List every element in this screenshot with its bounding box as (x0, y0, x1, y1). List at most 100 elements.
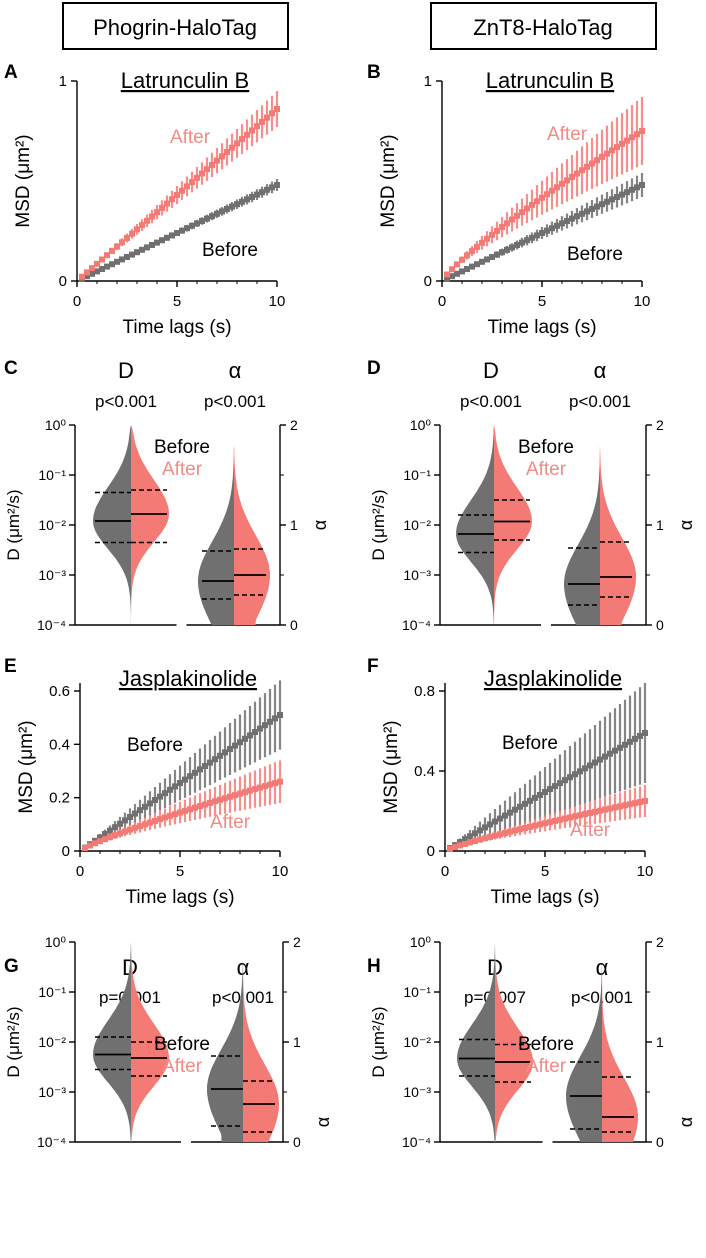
data-point (222, 795, 228, 802)
label-after: After (526, 1056, 567, 1077)
data-point (492, 818, 498, 825)
data-point (519, 209, 525, 216)
data-point (492, 832, 498, 839)
data-point (274, 106, 280, 112)
stat-label-alpha: α (229, 358, 242, 383)
data-point (204, 166, 210, 173)
data-point (469, 263, 475, 270)
left-axis-title: D (μm²/s) (4, 1006, 23, 1077)
left-tick-label: 10⁻¹ (403, 467, 431, 483)
data-point (632, 735, 638, 742)
panel-f: F Jasplakinolide 0 5 10 0 0.4 0.8 Time lags (s) M… (367, 656, 653, 908)
y-tick-label: 0 (427, 843, 435, 860)
data-point (482, 824, 488, 831)
data-point (234, 201, 240, 208)
data-point (602, 753, 608, 760)
data-point (259, 118, 265, 125)
data-point (589, 206, 595, 212)
violin-alpha-before (564, 445, 600, 625)
right-axis-title: α (676, 1117, 696, 1127)
data-point (634, 184, 640, 191)
stat-label-alpha: α (594, 358, 607, 383)
data-point (609, 147, 615, 154)
violin-d-before (457, 942, 495, 1142)
y-axis-title: MSD (μm²) (378, 134, 399, 227)
left-tick-label: 10⁻⁴ (37, 617, 66, 633)
data-point (82, 844, 88, 851)
data-point (532, 822, 538, 829)
data-point (627, 738, 633, 745)
data-point (599, 153, 605, 160)
data-point (519, 239, 525, 246)
data-point (162, 790, 168, 797)
series-after (447, 785, 648, 852)
data-point (622, 802, 628, 809)
data-point (157, 793, 163, 800)
data-point (247, 732, 253, 739)
data-point (274, 182, 280, 188)
y-tick-label: 0.4 (49, 736, 70, 753)
data-point (512, 806, 518, 813)
column-header-znt8: ZnT8-HaloTag (430, 2, 657, 50)
data-point (177, 809, 183, 816)
data-point (182, 807, 188, 814)
data-point (247, 787, 253, 794)
data-point (147, 800, 153, 807)
data-point (457, 842, 463, 849)
data-point (114, 258, 120, 265)
data-point (189, 179, 195, 186)
data-point (559, 180, 565, 187)
data-point (99, 256, 105, 263)
data-point (149, 242, 155, 248)
data-point (179, 187, 185, 194)
data-point (467, 839, 473, 846)
data-point (504, 220, 510, 227)
data-point (464, 252, 470, 259)
violin-alpha-before (566, 962, 602, 1142)
column-header-phogrin-text: Phogrin-HaloTag (93, 15, 257, 40)
violin-d-after (131, 425, 169, 625)
data-point (607, 750, 613, 757)
data-point (169, 196, 175, 203)
pvalue-alpha: p<0.001 (569, 392, 631, 411)
data-point (577, 768, 583, 775)
data-point (607, 805, 613, 812)
data-point (454, 270, 460, 277)
data-point (137, 823, 143, 830)
data-point (574, 213, 580, 220)
data-point (219, 208, 225, 215)
left-tick-label: 10⁻¹ (38, 984, 66, 1000)
data-point (212, 756, 218, 763)
data-point (94, 268, 100, 275)
violin-d-after (494, 425, 532, 625)
left-tick-label: 10⁻³ (403, 1084, 431, 1100)
data-point (84, 273, 90, 280)
data-point (152, 817, 158, 824)
data-point (254, 191, 260, 198)
data-point (464, 266, 470, 272)
right-tick-label: 0 (290, 617, 298, 633)
violin-d-after (495, 942, 533, 1142)
data-point (197, 766, 203, 773)
data-point (529, 201, 535, 208)
left-tick-label: 10⁻⁴ (402, 1134, 431, 1150)
data-point (172, 811, 178, 818)
data-point (529, 234, 535, 241)
data-point (79, 273, 85, 280)
panel-letter-c: C (4, 358, 18, 379)
data-point (579, 167, 585, 174)
data-point (237, 739, 243, 746)
data-point (522, 825, 528, 832)
data-point (527, 797, 533, 804)
stat-label-alpha: α (237, 955, 250, 980)
right-tick-label: 2 (656, 934, 664, 950)
data-point (164, 234, 170, 241)
data-point (539, 194, 545, 201)
data-point (182, 776, 188, 783)
data-point (224, 206, 230, 212)
data-point (577, 812, 583, 819)
stat-label-d: D (483, 358, 499, 383)
data-point (557, 816, 563, 823)
